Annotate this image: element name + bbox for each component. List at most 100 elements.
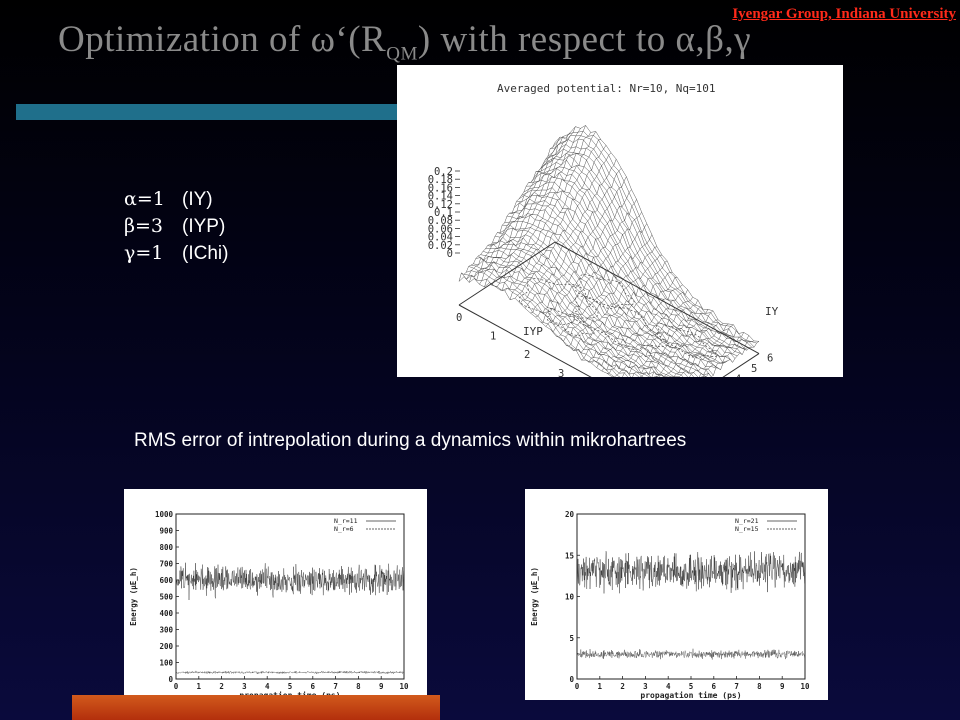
mesh-line [468, 266, 631, 377]
y-tick-label: 400 [159, 609, 173, 618]
mesh-line [554, 125, 760, 342]
mesh-line [458, 142, 556, 282]
iy-tick-label: 6 [767, 353, 773, 365]
mesh-line [606, 306, 704, 374]
x-tick-label: 6 [311, 682, 316, 691]
param-label: (IChi) [182, 243, 229, 264]
mesh-line [514, 198, 719, 369]
mesh-line [538, 155, 743, 355]
mesh-line [482, 249, 665, 377]
mesh-line [484, 128, 581, 288]
mesh-line [521, 187, 726, 364]
param-label: (IY) [182, 189, 213, 210]
mesh-line [492, 236, 684, 377]
z-axis-ticks: 0.20.180.160.140.120.10.080.060.040.020 [428, 166, 460, 260]
x-tick-label: 5 [288, 682, 293, 691]
mesh-line [511, 203, 716, 369]
z-tick-label: 0.04 [428, 232, 453, 244]
mesh-line [502, 221, 707, 377]
mesh-line [499, 131, 596, 291]
legend-label: N_r=21 [735, 517, 759, 525]
mesh-line [506, 213, 712, 377]
y-tick-label: 300 [159, 626, 173, 635]
mesh-line [526, 176, 731, 360]
param-gamma: γ=1 (IChi) [124, 240, 228, 267]
y-tick-label: 600 [159, 576, 173, 585]
decorative-bar-bottom [72, 695, 440, 720]
y-axis-label: Energy (μE_h) [129, 567, 138, 626]
surface-axes [458, 241, 760, 377]
back-axis-line [458, 241, 556, 306]
x-tick-label: 7 [333, 682, 338, 691]
y-tick-label: 0 [569, 675, 574, 684]
y-tick-label: 800 [159, 543, 173, 552]
slide-title: Optimization of ω‘(RQM) with respect to … [58, 18, 751, 65]
mesh-line [499, 224, 704, 377]
group-credit-link[interactable]: Iyengar Group, Indiana University [732, 6, 956, 22]
y-tick-label: 5 [569, 634, 574, 643]
mesh-line [528, 172, 733, 363]
y-tick-label: 200 [159, 642, 173, 651]
iyp-tick-label: 0 [456, 312, 462, 324]
y-tick-label: 700 [159, 560, 173, 569]
x-tick-label: 7 [734, 682, 739, 691]
x-tick-label: 10 [800, 682, 810, 691]
z-tick-label: 0 [447, 248, 453, 260]
mesh-line [550, 223, 647, 333]
mesh-line [535, 159, 740, 354]
param-beta: β=3 (IYP) [124, 213, 228, 240]
x-tick-label: 3 [242, 682, 247, 691]
z-tick-label: 0.12 [428, 199, 453, 211]
mesh-line [475, 257, 650, 377]
mesh-line [487, 243, 678, 377]
iy-axis-label: IY [765, 305, 779, 318]
mesh-line [478, 255, 658, 377]
mesh-line [533, 166, 738, 357]
z-tick-label: 0.1 [434, 207, 453, 219]
mesh-line [494, 132, 591, 287]
mesh-line [545, 144, 750, 349]
param-symbol: α=1 [124, 188, 165, 210]
plot-frame [175, 513, 405, 680]
series-line [576, 648, 806, 660]
contour-line [572, 295, 668, 351]
z-tick-label: 0.2 [434, 166, 453, 178]
y-tick-label: 15 [565, 551, 574, 560]
x-tick-label: 4 [265, 682, 270, 691]
x-tick-label: 6 [712, 682, 717, 691]
y-tick-label: 10 [565, 593, 575, 602]
series-line [175, 670, 405, 675]
iyp-axis-label: IYP [523, 325, 543, 338]
y-tick-label: 20 [565, 510, 575, 519]
legend-label: N_r=11 [334, 517, 358, 525]
decorative-bar [16, 104, 400, 120]
iy-tick-label: 4 [735, 374, 741, 377]
mesh-line [639, 322, 724, 377]
x-tick-label: 8 [356, 682, 361, 691]
mesh-line [463, 271, 621, 377]
title-end: ) with respect to α,β,γ [417, 19, 752, 60]
surface-contour [518, 274, 718, 359]
x-tick-label: 5 [689, 682, 694, 691]
legend-label: N_r=6 [334, 525, 354, 533]
series-line [576, 551, 806, 594]
mesh-line [518, 191, 724, 364]
mesh-line [473, 259, 644, 377]
x-tick-label: 4 [666, 682, 671, 691]
x-tick-label: 1 [598, 682, 603, 691]
y-axis-label: Energy (μE_h) [530, 567, 539, 626]
x-tick-label: 9 [379, 682, 384, 691]
title-subscript: QM [386, 43, 418, 65]
mesh-line [550, 135, 755, 348]
x-axis-label: propagation time (ps) [640, 690, 741, 700]
param-alpha: α=1 (IY) [124, 186, 228, 213]
iyp-axis-line [458, 304, 592, 377]
x-tick-label: 2 [620, 682, 625, 691]
legend-label: N_r=15 [735, 525, 759, 533]
surface-plot-title: Averaged potential: Nr=10, Nq=101 [497, 82, 716, 95]
y-tick-label: 100 [159, 659, 173, 668]
z-tick-label: 0.16 [428, 182, 453, 194]
x-tick-label: 8 [757, 682, 762, 691]
x-tick-label: 2 [219, 682, 224, 691]
